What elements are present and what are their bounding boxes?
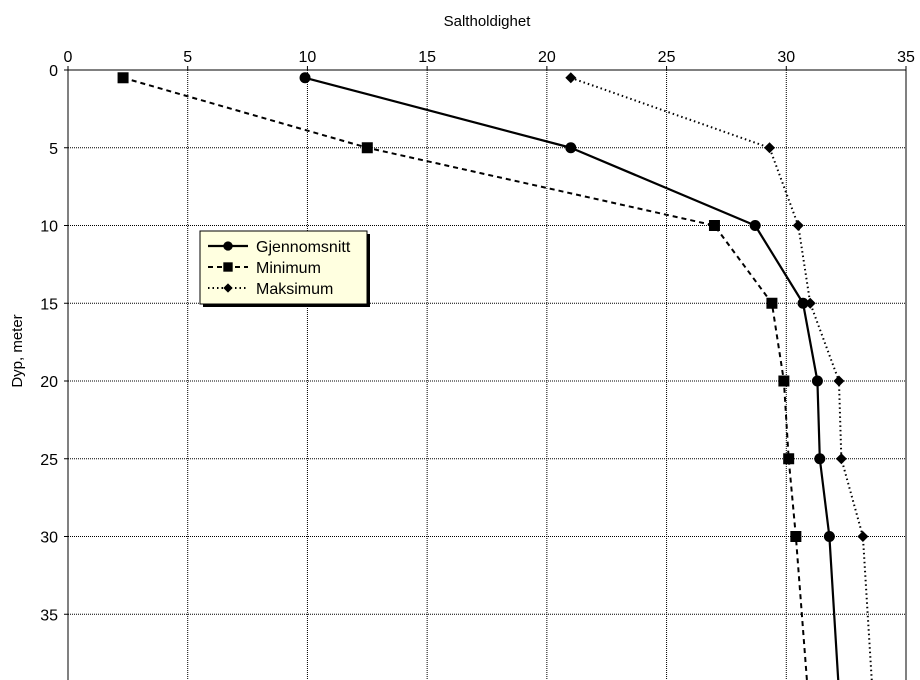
data-point-square [766, 297, 778, 309]
data-point-diamond [565, 72, 577, 84]
plot-area [67, 69, 907, 680]
data-point-circle [749, 220, 761, 231]
series-gjennomsnitt [299, 72, 840, 680]
data-point-circle [565, 142, 577, 154]
series-minimum [117, 72, 808, 680]
y-tick-label: 20 [40, 374, 58, 391]
data-point-square [778, 375, 790, 387]
data-point-circle [299, 72, 311, 84]
data-point-circle [811, 375, 823, 387]
x-tick-label: 0 [64, 49, 73, 66]
y-tick-label: 35 [40, 607, 58, 624]
y-tick-label: 0 [49, 63, 58, 80]
series-line [122, 76, 808, 680]
legend-marker-square [223, 262, 233, 272]
legend: Gjennomsnitt Minimum Maksimum [199, 230, 370, 307]
y-tick-label: 10 [40, 219, 58, 236]
x-tick-label: 35 [897, 49, 915, 66]
data-point-diamond [764, 142, 776, 154]
y-tick-label: 15 [40, 296, 58, 313]
legend-label: Maksimum [256, 281, 333, 298]
x-tick-label: 20 [538, 49, 556, 66]
series-line [304, 76, 840, 680]
data-point-circle [823, 531, 835, 542]
legend-marker-circle [223, 241, 233, 251]
data-point-circle [814, 453, 826, 465]
y-tick-label: 25 [40, 452, 58, 469]
x-tick-label: 10 [299, 49, 317, 66]
series-group [117, 72, 873, 680]
series-maksimum [565, 72, 873, 680]
legend-marker-diamond [223, 283, 233, 293]
y-tick-label: 30 [40, 530, 58, 547]
data-point-diamond [804, 297, 816, 309]
data-point-square [708, 220, 720, 231]
data-point-square [117, 72, 129, 84]
y-axis-title: Dyp, meter [9, 314, 26, 387]
legend-item-maksimum: Maksimum [208, 281, 333, 298]
x-tick-label: 30 [777, 49, 795, 66]
y-tick-label: 5 [49, 141, 58, 158]
legend-item-minimum: Minimum [208, 260, 321, 277]
x-axis-title: Saltholdighet [444, 13, 532, 30]
x-tick-label: 25 [658, 49, 676, 66]
data-point-square [783, 453, 795, 465]
data-point-circle [797, 297, 809, 309]
axis-ticks: 051015202530350510152025303540 [40, 49, 915, 624]
data-point-diamond [835, 453, 847, 465]
data-point-diamond [792, 220, 804, 231]
legend-label: Minimum [256, 260, 321, 277]
data-point-diamond [857, 531, 869, 542]
data-point-square [361, 142, 373, 154]
grid [68, 70, 906, 680]
legend-label: Gjennomsnitt [256, 239, 351, 256]
legend-item-gjennomsnitt: Gjennomsnitt [208, 239, 351, 256]
x-tick-label: 5 [183, 49, 192, 66]
data-point-diamond [833, 375, 845, 387]
x-tick-label: 15 [418, 49, 436, 66]
data-point-square [790, 531, 802, 542]
series-line [570, 76, 873, 680]
